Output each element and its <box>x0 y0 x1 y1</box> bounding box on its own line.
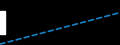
Bar <box>0 11 5 34</box>
